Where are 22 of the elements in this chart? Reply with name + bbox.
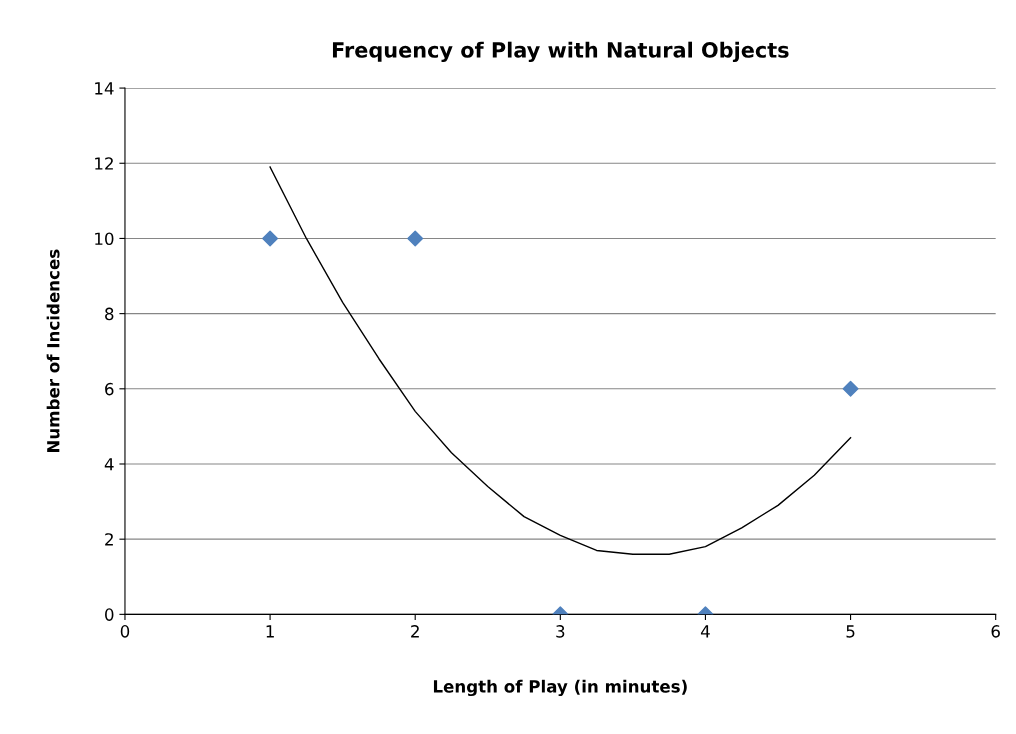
point [407, 230, 424, 247]
x-tick-label: 0 [120, 625, 130, 638]
x-tick-label: 6 [991, 625, 1000, 638]
x-tick-label: 3 [556, 625, 565, 638]
point [842, 380, 859, 397]
point [262, 230, 279, 247]
y-tick-label: 2 [105, 533, 113, 546]
x-tick-label: 1 [266, 625, 274, 638]
y-axis-title: Number of Incidences [46, 249, 60, 453]
y-tick-label: 10 [95, 232, 114, 246]
chart-title: Frequency of Play with Natural Objects [332, 41, 789, 63]
y-tick-label: 8 [105, 307, 114, 321]
line-series [269, 166, 852, 555]
x-axis-title: Length of Play (in minutes) [433, 679, 687, 697]
x-tick-label: 4 [700, 625, 710, 638]
x-tick-label: 2 [411, 625, 419, 638]
y-tick-label: 14 [95, 82, 114, 95]
y-tick-label: 6 [105, 382, 114, 396]
y-tick-label: 12 [95, 157, 113, 170]
x-tick-label: 5 [846, 625, 855, 638]
y-tick-label: 0 [105, 608, 114, 621]
y-tick-label: 4 [104, 458, 114, 471]
